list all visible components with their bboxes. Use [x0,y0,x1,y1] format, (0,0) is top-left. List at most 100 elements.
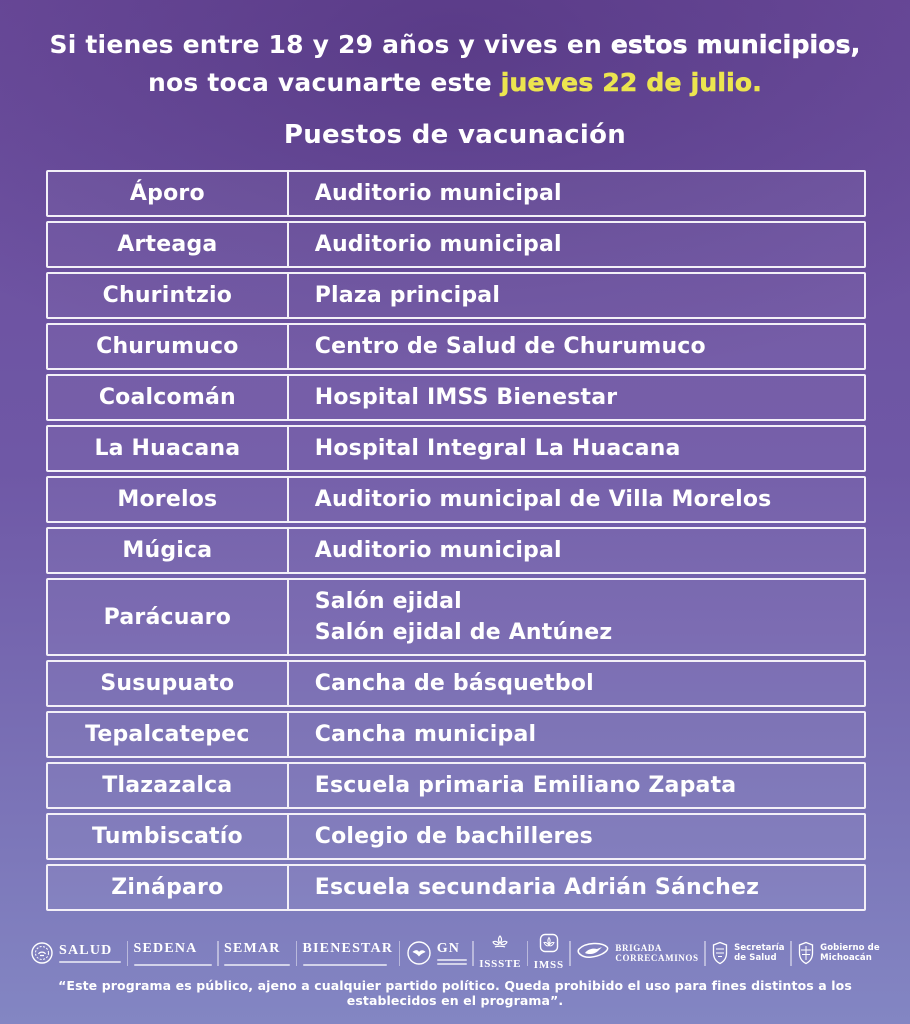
roadrunner-icon [576,940,610,966]
municipality-cell: Tepalcatepec [48,713,289,756]
table-row: Parácuaro Salón ejidal Salón ejidal de An… [46,578,866,656]
imss-wordmark: IMSS [533,959,564,971]
headline-line1-bold: estos municipios, [610,30,861,60]
sedena-subtext-bar [133,963,212,966]
brigada-wordmark-line1: BRIGADA [615,943,663,953]
headline-line2-normal: nos toca vacunarte este [148,68,501,97]
logo-salud: SALUD [30,941,121,965]
salud-wordmark: SALUD [59,943,113,958]
logo-secretaria-salud-michoacan: Secretaría de Salud [711,941,785,965]
logo-separator [790,940,792,966]
gn-subtext-bar [436,963,467,965]
location-cell: Auditorio municipal [289,223,864,266]
location-cell: Hospital IMSS Bienestar [289,376,864,419]
table-row: Churintzio Plaza principal [46,272,866,319]
gobierno-michoacan-label-line1: Gobierno de [820,943,880,953]
headline-date-highlight: jueves 22 de julio. [500,68,762,98]
logo-gobierno-michoacan: Gobierno de Michoacán [797,941,880,965]
headline-line1-normal: Si tienes entre 18 y 29 años y vives en [49,30,611,59]
table-row: Churumuco Centro de Salud de Churumuco [46,323,866,370]
location-cell: Cancha municipal [289,713,864,756]
poster-header: Si tienes entre 18 y 29 años y vives en … [0,0,910,150]
location-cell: Escuela secundaria Adrián Sánchez [289,866,864,909]
logo-gn: GN [406,940,467,966]
municipality-cell: Tlazazalca [48,764,289,807]
location-line: Escuela primaria Emiliano Zapata [314,773,737,798]
brigada-wordmark-line2: CORRECAMINOS [615,953,699,963]
issste-emblem-icon [489,934,511,952]
table-row: Zináparo Escuela secundaria Adrián Sánch… [46,864,866,911]
legal-disclaimer: “Este programa es público, ajeno a cualq… [58,978,852,1008]
salud-shield-icon [711,941,729,965]
location-line: Auditorio municipal [314,181,562,206]
logo-semar: SEMAR [224,941,290,966]
logo-imss: IMSS [534,933,564,973]
table-row: Susupuato Cancha de básquetbol [46,660,866,707]
logo-separator [398,940,401,966]
location-cell: Escuela primaria Emiliano Zapata [289,764,864,807]
sedena-wordmark: SEDENA [133,940,198,956]
table-row: Tepalcatepec Cancha municipal [46,711,866,758]
imss-eagle-icon [539,933,559,953]
vaccination-table: Áporo Auditorio municipal Arteaga Audito… [46,170,866,911]
semar-wordmark: SEMAR [224,940,281,956]
municipality-cell: Arteaga [48,223,289,266]
gn-subtext-bar [436,959,467,961]
salud-subtext-bar [59,961,121,963]
location-line: Hospital IMSS Bienestar [314,385,618,410]
table-row: La Huacana Hospital Integral La Huacana [46,425,866,472]
location-line: Plaza principal [314,283,501,308]
table-row: Áporo Auditorio municipal [46,170,866,217]
location-cell: Colegio de bachilleres [289,815,864,858]
table-row: Tlazazalca Escuela primaria Emiliano Zap… [46,762,866,809]
table-row: Múgica Auditorio municipal [46,527,866,574]
logo-separator [526,940,529,966]
municipality-cell: Coalcomán [48,376,289,419]
location-cell: Auditorio municipal de Villa Morelos [289,478,864,521]
bienestar-wordmark: BIENESTAR [302,940,394,956]
logo-separator [295,940,297,966]
location-line: Auditorio municipal [314,538,562,563]
municipality-cell: La Huacana [48,427,289,470]
location-line: Centro de Salud de Churumuco [314,334,706,359]
location-line: Salón ejidal de Antúnez [314,620,613,645]
bienestar-subtext-bar [302,963,387,966]
municipality-cell: Zináparo [48,866,289,909]
location-cell: Centro de Salud de Churumuco [289,325,864,368]
municipality-cell: Parácuaro [48,580,289,654]
location-cell: Auditorio municipal [289,172,864,215]
location-cell: Cancha de básquetbol [289,662,864,705]
location-line: Cancha de básquetbol [314,671,594,696]
table-row: Arteaga Auditorio municipal [46,221,866,268]
logo-separator [472,940,474,966]
headline: Si tienes entre 18 y 29 años y vives en … [0,26,910,102]
logo-separator [569,940,571,966]
page-title: Puestos de vacunación [283,120,627,150]
logo-separator [704,940,706,966]
logo-strip: SALUD SEDENA SEMAR BIENESTAR [0,930,910,976]
logo-issste: ISSSTE [479,934,521,972]
secretaria-salud-label-line2: de Salud [734,953,777,963]
location-line: Hospital Integral La Huacana [314,436,681,461]
michoacan-shield-icon [797,941,815,965]
logo-brigada-correcaminos: BRIGADA CORRECAMINOS [576,940,698,966]
logo-separator [217,940,219,966]
table-row: Tumbiscatío Colegio de bachilleres [46,813,866,860]
location-line: Salón ejidal [314,589,462,614]
table-row: Morelos Auditorio municipal de Villa Mor… [46,476,866,523]
location-line: Auditorio municipal [314,232,562,257]
location-line: Escuela secundaria Adrián Sánchez [314,875,760,900]
location-line: Colegio de bachilleres [314,824,593,849]
location-cell: Auditorio municipal [289,529,864,572]
location-line: Cancha municipal [314,722,537,747]
municipality-cell: Susupuato [48,662,289,705]
location-cell: Hospital Integral La Huacana [289,427,864,470]
logo-separator [126,940,128,966]
logo-sedena: SEDENA [133,940,212,966]
salud-seal-icon [30,941,54,965]
municipality-cell: Tumbiscatío [48,815,289,858]
municipality-cell: Morelos [48,478,289,521]
municipality-cell: Múgica [48,529,289,572]
municipality-cell: Churumuco [48,325,289,368]
gn-wordmark: GN [436,941,461,956]
